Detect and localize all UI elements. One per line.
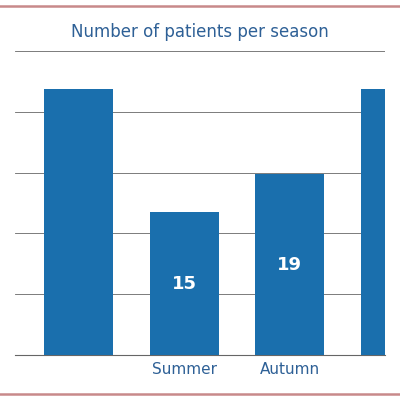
Title: Number of patients per season: Number of patients per season: [71, 23, 329, 41]
Bar: [361, 89, 400, 355]
Bar: [44, 89, 113, 355]
Text: 15: 15: [172, 275, 197, 293]
Bar: [150, 212, 218, 355]
Bar: [256, 174, 324, 355]
Text: 19: 19: [277, 256, 302, 274]
